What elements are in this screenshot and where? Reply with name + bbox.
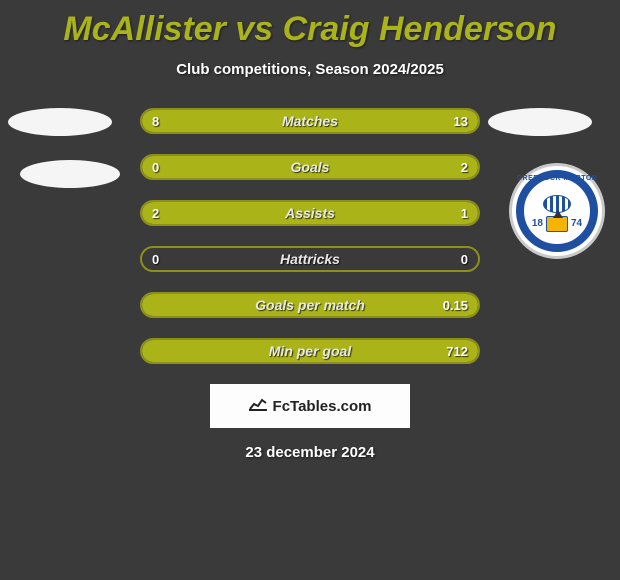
stat-bar: Matches8 13 <box>140 108 480 134</box>
stat-value-right: 0 <box>461 248 468 270</box>
stat-bar: Min per goal712 <box>140 338 480 364</box>
stat-bars: Matches813Goals02Assists21Hattricks00Goa… <box>140 108 480 364</box>
fctables-watermark: FcTables.com <box>210 384 410 428</box>
stat-value-right: 712 <box>446 340 468 362</box>
player-right-oval-1 <box>488 108 592 136</box>
page-subtitle: Club competitions, Season 2024/2025 <box>0 61 620 78</box>
stat-bar: Hattricks0 0 <box>140 246 480 272</box>
stat-value-right: 13 <box>454 110 468 132</box>
stat-value-left: 0 <box>152 248 159 270</box>
stat-value-left: 2 <box>152 202 159 224</box>
stat-label: Assists <box>142 202 478 224</box>
stat-value-left: 0 <box>152 156 159 178</box>
badge-top-text: GREENOCK MORTON <box>517 175 598 182</box>
player-left-oval-2 <box>20 160 120 188</box>
stat-label: Goals per match <box>142 294 478 316</box>
stat-value-right: 0.15 <box>443 294 468 316</box>
generation-date: 23 december 2024 <box>0 444 620 461</box>
page-title: McAllister vs Craig Henderson <box>0 0 620 49</box>
comparison-arena: GREENOCK MORTON 18 74 Matches813Goals02A… <box>0 108 620 364</box>
badge-ship-icon <box>546 216 568 232</box>
stat-bar: Goals0 2 <box>140 154 480 180</box>
stat-value-right: 2 <box>461 156 468 178</box>
stat-label: Min per goal <box>142 340 478 362</box>
stat-value-right: 1 <box>461 202 468 224</box>
stat-label: Matches <box>142 110 478 132</box>
stat-label: Goals <box>142 156 478 178</box>
chart-icon <box>249 397 267 416</box>
stat-value-left: 8 <box>152 110 159 132</box>
club-badge: GREENOCK MORTON 18 74 <box>509 163 605 259</box>
fctables-label: FcTables.com <box>273 398 372 415</box>
stat-label: Hattricks <box>142 248 478 270</box>
stat-bar: Goals per match0.15 <box>140 292 480 318</box>
player-left-oval-1 <box>8 108 112 136</box>
stat-bar: Assists2 1 <box>140 200 480 226</box>
